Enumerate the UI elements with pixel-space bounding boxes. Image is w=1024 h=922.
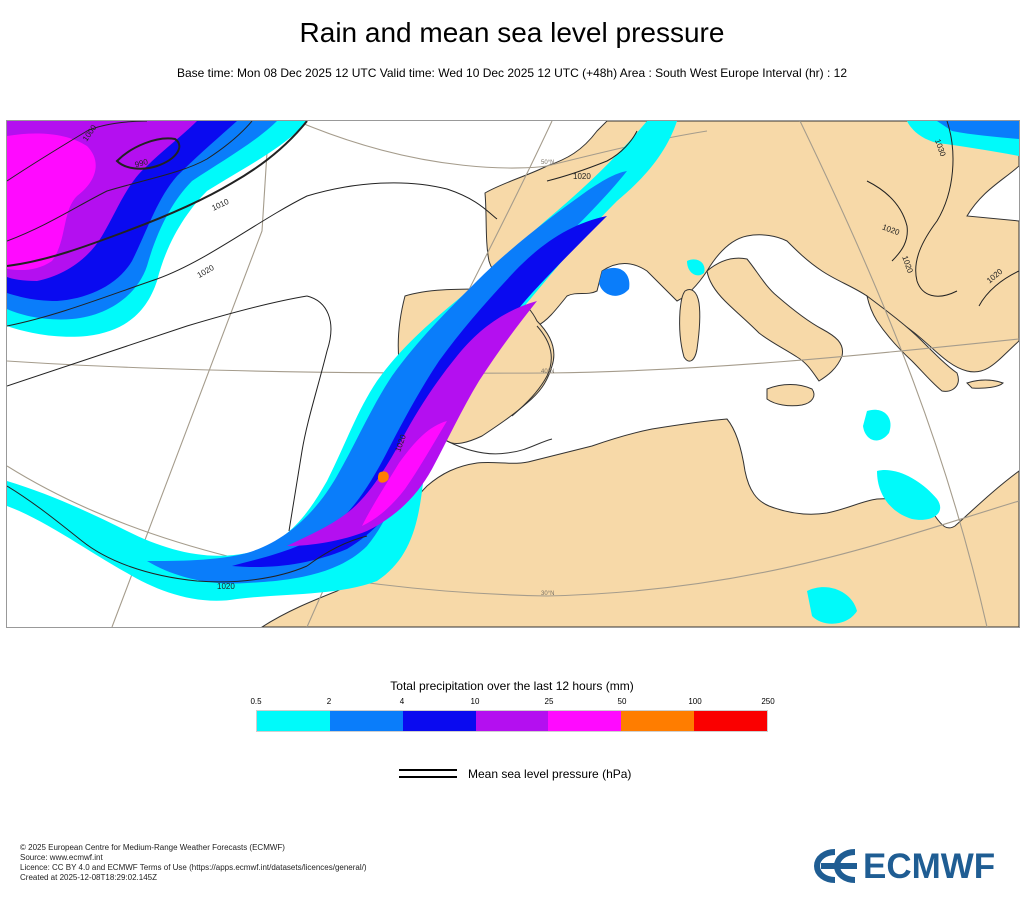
legend-swatch-6 [694,711,768,731]
footer-created: Created at 2025-12-08T18:29:02.145Z [20,873,157,882]
precip-nw-magenta [7,133,96,271]
map-svg: 1000 990 1010 1020 1020 1020 1020 1020 1… [7,121,1019,627]
footer-copyright: © 2025 European Centre for Medium-Range … [20,843,285,852]
isobar-1020-i [306,535,368,567]
legend-tick: 250 [761,697,775,706]
precip-front-purple [287,301,537,546]
precip-front-magenta [362,421,447,526]
isobar-1020-f [915,121,958,297]
ecmwf-logo: ECMWF [813,845,1008,886]
footer-licence: Licence: CC BY 4.0 and ECMWF Terms of Us… [20,863,367,872]
precip-front-blue [147,171,627,584]
precip-legend-ticks: 0.5 2 4 10 25 50 100 250 [250,697,774,709]
footer-source: Source: www.ecmwf.int [20,853,103,862]
land-crete [966,379,1004,389]
pressure-legend: Mean sea level pressure (hPa) [399,766,659,786]
pressure-line-swatch [399,769,457,779]
coast-morocco [446,438,553,455]
legend-tick: 100 [688,697,702,706]
isobar-1000-a [7,121,148,182]
precip-med-cell-6 [807,587,857,624]
isobar-990 [115,137,181,170]
graticule-label-50n: 50°N [541,160,554,166]
isobar-1020-g [866,180,908,262]
coast-spain-east [511,325,552,417]
graticule-label-30n: 30°N [541,591,554,597]
legend-tick: 25 [544,697,554,706]
precip-med-cell-3 [877,470,941,520]
precip-med-cell-2 [863,409,891,441]
isobar-1020-a [7,182,498,327]
graticule-labels: 50°N 40°N 30°N [541,160,554,597]
legend-tick: 4 [399,697,405,706]
graticule-lon-1 [111,121,270,627]
precip-med-cell-5 [937,121,1019,139]
legend-tick: 50 [617,697,627,706]
land-sicily [766,384,815,407]
precip-front-orange [377,471,389,483]
footer-credits: © 2025 European Centre for Medium-Range … [20,843,367,883]
precip-front-dark [232,216,607,568]
isobar-1020-h [978,270,1019,307]
precip-med-cell-1 [599,267,630,296]
legend-swatch-2 [402,711,476,731]
legend-tick: 10 [470,697,480,706]
isobar-label-990: 990 [134,157,150,169]
map-panel: 1000 990 1010 1020 1020 1020 1020 1020 1… [6,120,1020,628]
chart-subtitle: Base time: Mon 08 Dec 2025 12 UTC Valid … [177,66,847,80]
legend-swatch-3 [475,711,549,731]
precip-med-cell-7 [687,259,705,276]
graticule-lon-3 [799,121,988,627]
precip-legend-title: Total precipitation over the last 12 hou… [390,679,634,693]
legend-tick: 0.5 [250,697,262,706]
isobar-1000-b [7,121,253,242]
isobars [7,121,1019,583]
legend-swatch-4 [548,711,622,731]
ecmwf-logo-text: ECMWF [863,847,996,886]
chart-title: Rain and mean sea level pressure [299,17,725,48]
isobar-label-1020-south: 1020 [217,582,235,591]
precipitation-field [7,121,1019,624]
legend-tick: 2 [326,697,332,706]
isobar-1020-d [7,485,308,583]
precip-legend-colorbar [256,710,768,732]
graticule-lat-40 [7,338,1019,374]
graticule-label-40n: 40°N [541,369,554,375]
isobar-1020-c [546,130,638,182]
legend-swatch-0 [257,711,330,731]
ecmwf-logo-mark [813,849,857,883]
isobar-label-1020-france: 1020 [573,172,591,181]
land-corsica-sardinia [679,289,701,362]
isobar-1020-e [288,295,332,532]
pressure-legend-label: Mean sea level pressure (hPa) [468,767,632,781]
isobar-1010 [7,121,308,267]
land-italy [706,257,844,382]
coastlines [446,325,553,455]
legend-swatch-5 [621,711,695,731]
isobar-1020-b [7,295,308,387]
legend-swatch-1 [329,711,403,731]
graticule-lat-30 [7,465,1019,597]
